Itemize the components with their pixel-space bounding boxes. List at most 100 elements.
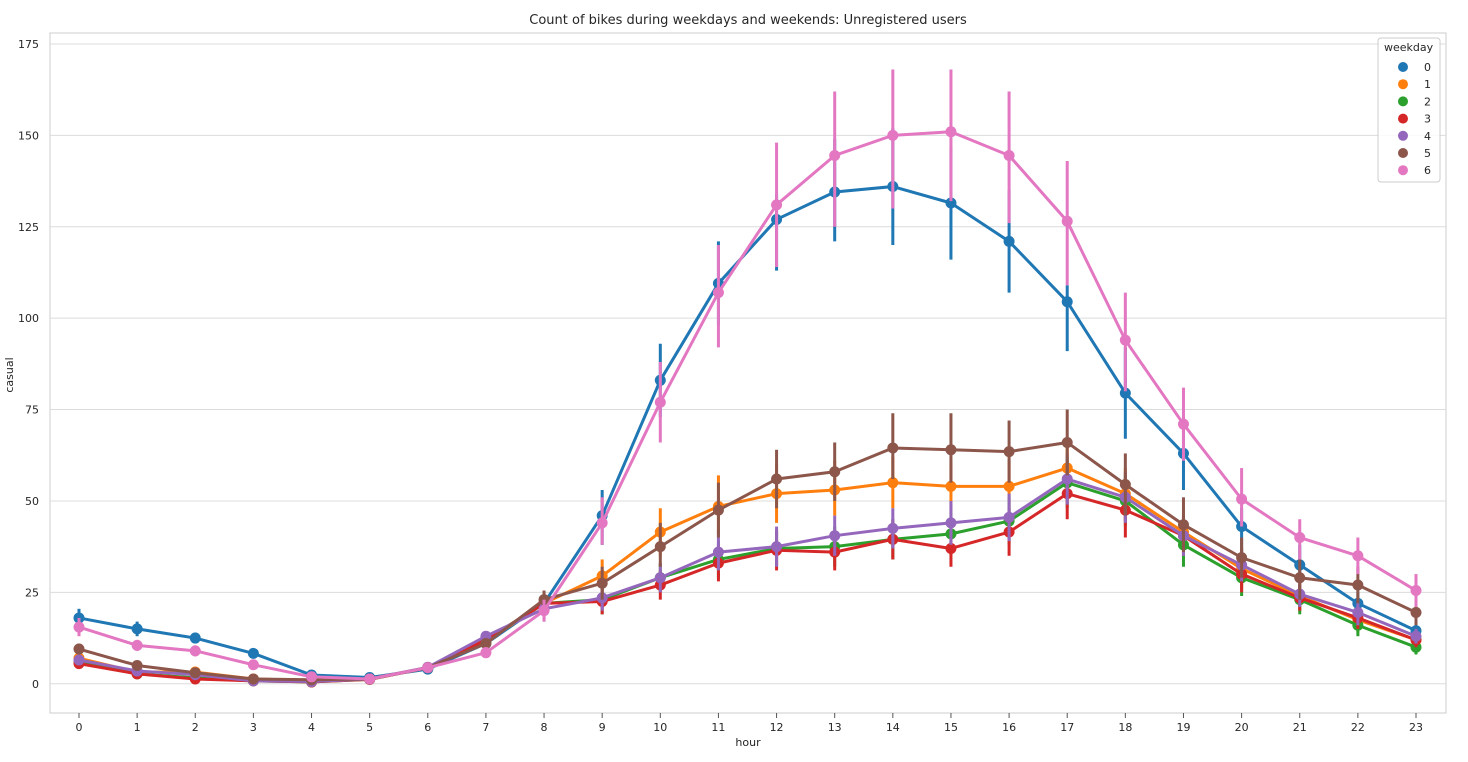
data-point (596, 577, 608, 589)
legend-label: 2 (1424, 95, 1431, 108)
data-point (712, 546, 724, 558)
legend-frame (1377, 37, 1441, 183)
legend-marker (1398, 130, 1408, 141)
data-point (1003, 511, 1015, 523)
data-point (1410, 606, 1422, 618)
x-tick-label: 15 (944, 721, 958, 734)
legend: weekday 0 1 2 3 4 5 6 (1377, 37, 1441, 183)
data-point (771, 473, 783, 485)
x-tick-label: 17 (1060, 721, 1074, 734)
data-point (829, 530, 841, 542)
chart-title: Count of bikes during weekdays and weeke… (529, 13, 967, 28)
data-point (887, 522, 899, 534)
y-tick-label: 125 (18, 221, 39, 234)
series-line (77, 477, 1418, 684)
data-point (306, 671, 318, 683)
legend-entries: 0 1 2 3 4 5 6 (1398, 61, 1431, 177)
legend-label: 1 (1424, 78, 1431, 91)
legend-label: 3 (1424, 113, 1431, 126)
data-point (829, 466, 841, 478)
y-tick-label: 75 (25, 404, 39, 417)
data-point (422, 662, 434, 674)
x-tick-label: 2 (192, 721, 199, 734)
data-point (131, 623, 143, 635)
data-point (1294, 532, 1306, 544)
data-point (1061, 215, 1073, 227)
x-tick-label: 4 (308, 721, 315, 734)
data-point (364, 673, 376, 685)
data-point (887, 129, 899, 141)
data-point (1177, 519, 1189, 531)
data-point (538, 605, 550, 617)
y-tick-label: 50 (25, 495, 39, 508)
series-6 (73, 69, 1422, 685)
x-tick-label: 7 (482, 721, 489, 734)
x-tick-label: 3 (250, 721, 257, 734)
series-line (77, 130, 1418, 681)
data-point (73, 621, 85, 633)
data-point (247, 659, 259, 671)
data-point (131, 659, 143, 671)
data-point (131, 639, 143, 651)
data-point (1294, 572, 1306, 584)
data-point (771, 199, 783, 211)
legend-title: weekday (1384, 41, 1434, 54)
legend-label: 4 (1424, 130, 1431, 143)
y-tick-label: 150 (18, 129, 39, 142)
legend-marker (1398, 165, 1408, 176)
x-tick-label: 9 (599, 721, 606, 734)
x-tick-label: 12 (770, 721, 784, 734)
data-point (1003, 235, 1015, 247)
data-point (771, 541, 783, 553)
data-point (1061, 436, 1073, 448)
data-point (1236, 493, 1248, 505)
data-point (887, 477, 899, 489)
x-axis-label: hour (735, 736, 761, 749)
x-tick-label: 5 (366, 721, 373, 734)
data-point (1003, 480, 1015, 492)
data-point (887, 442, 899, 454)
data-point (945, 444, 957, 456)
x-tick-label: 8 (541, 721, 548, 734)
data-point (712, 287, 724, 299)
x-tick-label: 18 (1118, 721, 1132, 734)
data-point (480, 647, 492, 659)
legend-label: 0 (1424, 61, 1431, 74)
data-point (654, 572, 666, 584)
y-tick-label: 175 (18, 38, 39, 51)
x-tick-label: 16 (1002, 721, 1016, 734)
data-point (829, 149, 841, 161)
x-tick-label: 20 (1235, 721, 1249, 734)
x-tick-label: 21 (1293, 721, 1307, 734)
data-point (654, 541, 666, 553)
data-point (1119, 479, 1131, 491)
data-point (1119, 334, 1131, 346)
data-point (73, 643, 85, 655)
x-tick-label: 22 (1351, 721, 1365, 734)
x-tick-label: 11 (711, 721, 725, 734)
data-point (247, 647, 259, 659)
series-layer (73, 69, 1422, 688)
data-point (1119, 387, 1131, 399)
data-point (73, 654, 85, 666)
x-tick-label: 10 (653, 721, 667, 734)
x-tick-label: 13 (828, 721, 842, 734)
series-line (77, 185, 1418, 680)
data-point (1410, 630, 1422, 642)
data-point (596, 517, 608, 529)
data-point (945, 517, 957, 529)
legend-label: 5 (1424, 147, 1431, 160)
data-point (189, 632, 201, 644)
data-point (480, 638, 492, 650)
y-axis-label: casual (3, 357, 16, 392)
legend-marker (1398, 113, 1408, 124)
grid-layer (50, 43, 1446, 685)
legend-marker (1398, 62, 1408, 72)
data-point (945, 197, 957, 209)
x-tick-label: 14 (886, 721, 900, 734)
legend-marker (1398, 96, 1408, 107)
data-point (1061, 296, 1073, 308)
data-point (1003, 446, 1015, 458)
